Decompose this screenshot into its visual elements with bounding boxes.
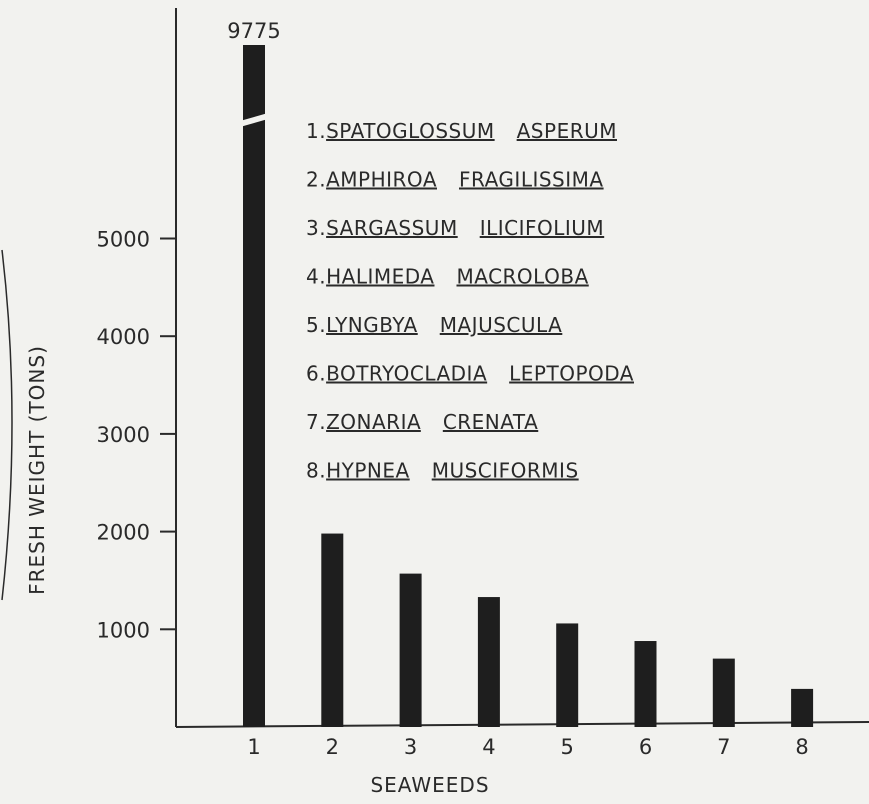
- x-tick-label-5: 5: [561, 735, 574, 759]
- x-axis: [175, 721, 869, 728]
- axis-break-gap: [240, 113, 268, 127]
- bar-1-value-label: 9775: [227, 19, 280, 43]
- legend-entry-4: 4.HALIMEDA MACROLOBA: [306, 265, 589, 289]
- bar-1: [243, 45, 265, 727]
- bar-4: [477, 597, 500, 727]
- x-ticks: 1 2 3 4 5 6 7 8: [247, 735, 808, 759]
- x-tick-label-4: 4: [482, 735, 495, 759]
- y-tick-label: 5000: [97, 228, 150, 252]
- y-tick-label: 2000: [97, 521, 150, 545]
- bars: [240, 45, 814, 727]
- x-axis-title: SEAWEEDS: [370, 773, 489, 797]
- bar-8: [791, 688, 814, 727]
- x-tick-label-7: 7: [717, 735, 730, 759]
- x-tick-label-3: 3: [404, 735, 417, 759]
- y-axis-title: FRESH WEIGHT (TONS): [25, 345, 49, 595]
- legend-entry-1: 1.SPATOGLOSSUM ASPERUM: [306, 119, 617, 143]
- bar-5: [556, 623, 579, 727]
- legend: 1.SPATOGLOSSUM ASPERUM 2.AMPHIROA FRAGILISS…: [306, 119, 634, 483]
- y-tick-label: 4000: [97, 325, 150, 349]
- y-tick-label: 1000: [97, 618, 150, 642]
- legend-entry-2: 2.AMPHIROA FRAGILISSIMA: [306, 168, 604, 192]
- legend-entry-3: 3.SARGASSUM ILICIFOLIUM: [306, 216, 604, 240]
- bar-3: [399, 573, 422, 727]
- bar-2: [321, 533, 344, 727]
- bar-7: [712, 658, 735, 727]
- x-tick-label-8: 8: [795, 735, 808, 759]
- y-ticks: 1000 2000 3000 4000 5000: [97, 228, 176, 642]
- y-tick-label: 3000: [97, 423, 150, 447]
- x-tick-label-1: 1: [247, 735, 260, 759]
- legend-entry-7: 7.ZONARIA CRENATA: [306, 410, 538, 434]
- legend-entry-8: 8.HYPNEA MUSCIFORMIS: [306, 459, 579, 483]
- legend-entry-6: 6.BOTRYOCLADIA LEPTOPODA: [306, 362, 634, 386]
- x-tick-label-6: 6: [639, 735, 652, 759]
- x-tick-label-2: 2: [326, 735, 339, 759]
- bar-6: [634, 641, 657, 727]
- legend-entry-5: 5.LYNGBYA MAJUSCULA: [306, 313, 562, 337]
- edge-arc: [1, 249, 13, 601]
